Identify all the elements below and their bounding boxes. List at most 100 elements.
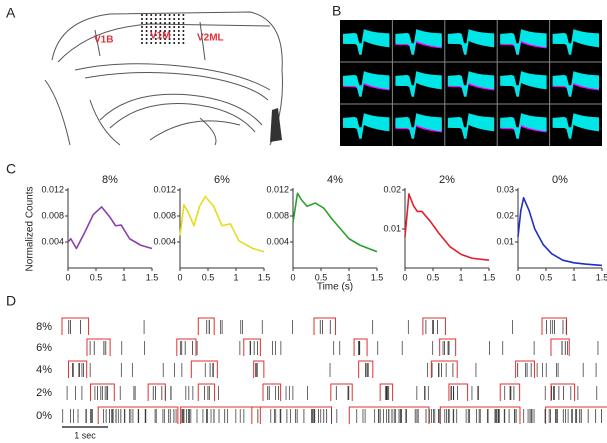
burst-bracket xyxy=(197,383,216,401)
electrode xyxy=(177,42,180,44)
electrode xyxy=(154,18,157,20)
x-tick-label: 0 xyxy=(290,272,295,282)
row-label: 8% xyxy=(36,321,52,333)
x-tick-label: 0.5 xyxy=(202,272,215,282)
electrode xyxy=(159,34,162,36)
electrode xyxy=(182,42,185,44)
panel-label: C xyxy=(6,161,16,177)
burst-bracket xyxy=(262,383,282,401)
electrode xyxy=(154,26,157,28)
burst-bracket xyxy=(422,317,446,335)
electrode xyxy=(154,34,157,36)
x-tick-label: 0 xyxy=(515,272,520,282)
y-tick-label: 0.012 xyxy=(153,184,176,194)
electrode xyxy=(164,26,166,28)
y-tick-label: 0.008 xyxy=(153,210,176,220)
electrode xyxy=(159,38,162,40)
burst-bracket xyxy=(439,338,457,356)
electrode xyxy=(150,42,153,44)
electrode xyxy=(168,22,171,24)
electrode xyxy=(150,30,153,32)
waveform xyxy=(343,113,390,139)
y-tick-label: 0.01 xyxy=(496,236,514,246)
x-tick-label: 0.5 xyxy=(540,272,553,282)
region-label: V1M xyxy=(150,31,171,42)
chart-title: 4% xyxy=(327,174,343,186)
row-label: 0% xyxy=(36,410,52,422)
raster: 8% 6% 4% 2% 0% 1 sec xyxy=(36,317,607,440)
x-tick-label: 1 xyxy=(121,272,126,282)
waveform xyxy=(395,113,442,139)
panel-label: A xyxy=(6,5,16,21)
electrode xyxy=(173,14,176,16)
x-tick-label: 1.5 xyxy=(258,272,271,282)
y-tick-label: 0.012 xyxy=(41,184,64,194)
burst-bracket xyxy=(550,383,576,401)
electrode xyxy=(141,38,143,40)
burst-bracket xyxy=(197,317,215,335)
electrode xyxy=(168,42,171,44)
electrode xyxy=(164,22,166,24)
electrode xyxy=(145,14,148,16)
waveform xyxy=(552,113,599,139)
electrode xyxy=(150,18,153,20)
electrode xyxy=(177,18,180,20)
electrode xyxy=(168,14,171,16)
waveforms xyxy=(340,20,602,146)
row-label: 6% xyxy=(36,342,52,354)
electrode xyxy=(159,30,162,32)
psth-line xyxy=(67,206,153,250)
ventricle xyxy=(270,108,282,142)
burst-bracket xyxy=(190,360,218,378)
electrode xyxy=(154,14,157,16)
electrode xyxy=(154,30,157,32)
panel-label: D xyxy=(6,293,16,309)
electrode xyxy=(182,14,185,16)
burst-bracket xyxy=(430,360,458,378)
x-tick-label: 1.5 xyxy=(371,272,384,282)
electrode xyxy=(150,26,153,28)
scale-label: 1 sec xyxy=(74,430,96,440)
waveform xyxy=(552,29,599,55)
burst-bracket xyxy=(348,406,430,424)
x-tick-label: 1 xyxy=(571,272,576,282)
electrode xyxy=(164,30,166,32)
y-tick-label: 0.012 xyxy=(266,184,289,194)
x-tick-label: 1 xyxy=(233,272,238,282)
waveform xyxy=(500,29,547,55)
electrode xyxy=(154,38,157,40)
burst-bracket xyxy=(67,360,88,378)
psth-line xyxy=(179,195,265,253)
y-tick-label: 0.008 xyxy=(41,210,64,220)
x-tick-label: 0 xyxy=(402,272,407,282)
electrode xyxy=(145,42,148,44)
electrode xyxy=(173,26,176,28)
x-tick-label: 1.5 xyxy=(483,272,496,282)
electrode xyxy=(145,18,148,20)
waveform xyxy=(500,71,547,97)
y-tick-label: 0.008 xyxy=(266,210,289,220)
burst-bracket xyxy=(353,338,368,356)
waveform xyxy=(395,71,442,97)
electrode xyxy=(164,34,166,36)
electrode xyxy=(168,30,171,32)
electrode xyxy=(150,38,153,40)
electrode xyxy=(164,38,166,40)
row-label: 4% xyxy=(36,364,52,376)
y-axis-label: Normalized Counts xyxy=(25,186,36,271)
electrode xyxy=(173,34,176,36)
electrode xyxy=(182,38,185,40)
electrode xyxy=(145,38,148,40)
electrode xyxy=(177,22,180,24)
electrode xyxy=(154,42,157,44)
electrode xyxy=(150,14,153,16)
waveform xyxy=(343,29,390,55)
burst-bracket xyxy=(313,317,336,335)
electrode xyxy=(173,30,176,32)
burst-bracket xyxy=(550,338,570,356)
electrode xyxy=(141,42,143,44)
burst-bracket xyxy=(253,360,265,378)
chart-title: 8% xyxy=(102,174,118,186)
y-tick-label: 0.01 xyxy=(383,223,401,233)
waveform xyxy=(552,71,599,97)
